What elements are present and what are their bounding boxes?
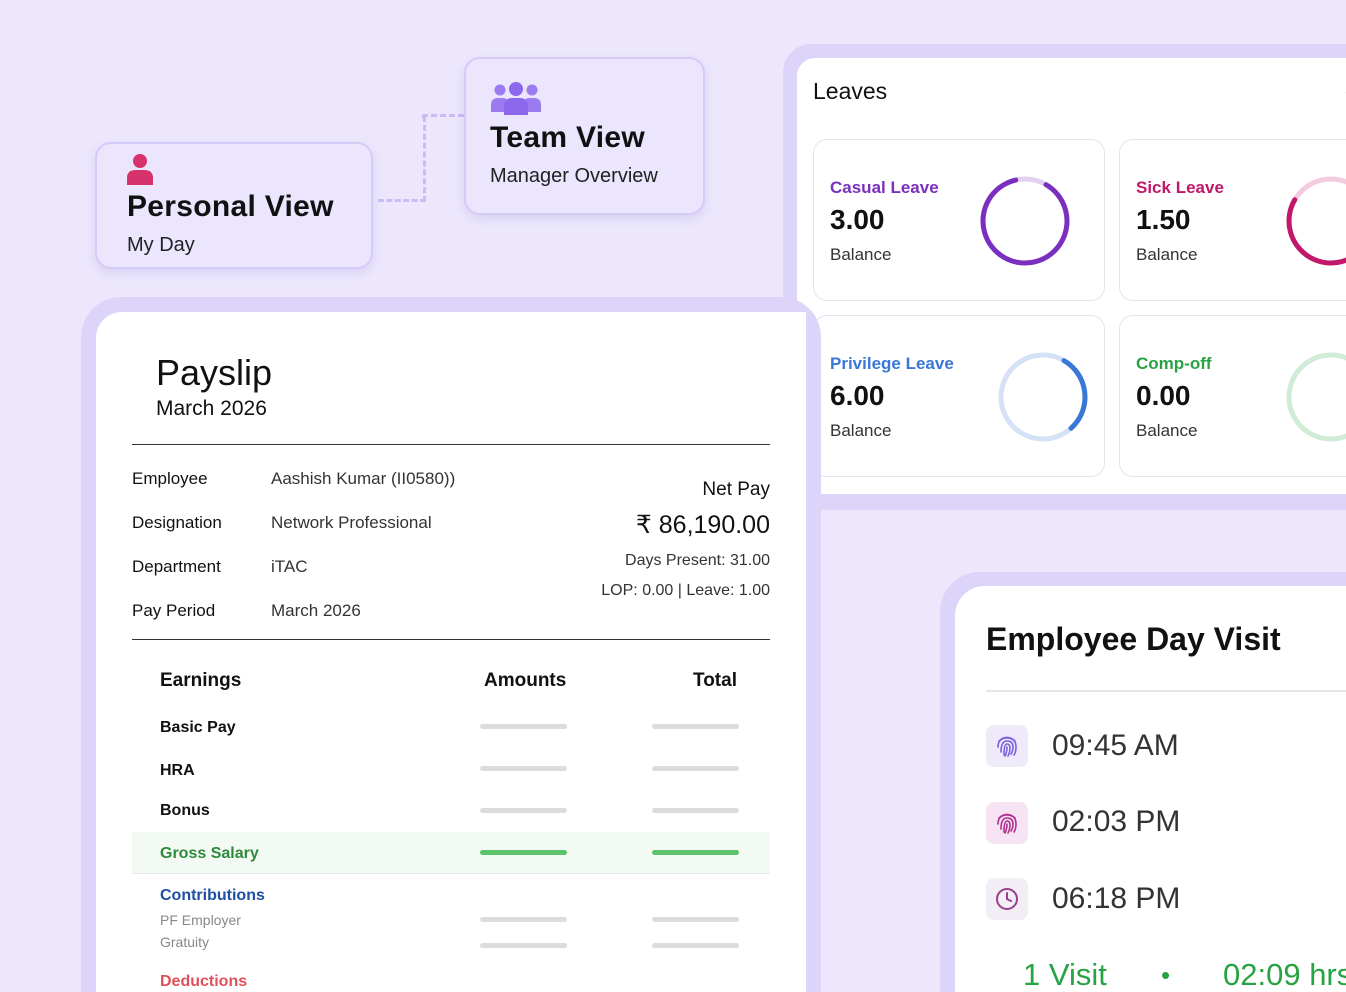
- info-value: March 2026: [271, 601, 361, 620]
- divider: [132, 639, 770, 640]
- deductions-title: Deductions: [160, 973, 248, 990]
- info-value: iTAC: [271, 557, 308, 576]
- earning-row-label: HRA: [160, 762, 195, 779]
- info-label: Department: [132, 557, 221, 576]
- column-earnings: Earnings: [160, 670, 242, 691]
- amount-placeholder: [480, 766, 567, 771]
- leave-name: Casual Leave: [830, 178, 939, 197]
- team-view-title: Team View: [490, 121, 645, 154]
- column-amounts: Amounts: [484, 670, 567, 691]
- visit-count: 1 Visit: [1023, 957, 1107, 992]
- earning-row-label: Bonus: [160, 802, 210, 819]
- personal-view-title: Personal View: [127, 190, 334, 223]
- info-value: Aashish Kumar (II0580)): [271, 469, 456, 488]
- gross-total-bar: [652, 850, 739, 855]
- leave-card-compoff[interactable]: Comp-off 0.00 Balance: [1119, 315, 1346, 477]
- summary-dot: •: [1161, 960, 1171, 990]
- leave-balance-label: Balance: [830, 245, 892, 264]
- leave-value: 0.00: [1136, 380, 1191, 411]
- fingerprint-icon: [986, 725, 1028, 767]
- amount-placeholder: [480, 943, 567, 948]
- view-connector: [378, 116, 426, 202]
- amount-placeholder: [480, 808, 567, 813]
- leave-name: Privilege Leave: [830, 354, 954, 373]
- leave-value: 6.00: [830, 380, 885, 411]
- total-placeholder: [652, 724, 739, 729]
- leave-progress-ring: [1286, 176, 1346, 266]
- leave-balance-label: Balance: [1136, 421, 1198, 440]
- contribution-item: Gratuity: [160, 934, 210, 950]
- contribution-item: PF Employer: [160, 912, 241, 928]
- person-icon: [127, 154, 153, 185]
- team-icon: [491, 82, 541, 115]
- earning-row-label: Basic Pay: [160, 719, 236, 736]
- personal-view-card[interactable]: Personal View My Day: [95, 142, 373, 269]
- visit-time: 09:45 AM: [1052, 729, 1179, 762]
- visit-hours: 02:09 hrs: [1223, 957, 1346, 992]
- leave-value: 1.50: [1136, 204, 1191, 235]
- total-placeholder: [652, 808, 739, 813]
- leaves-title: Leaves: [813, 78, 888, 104]
- leave-balance-label: Balance: [1136, 245, 1198, 264]
- visit-time: 06:18 PM: [1052, 882, 1181, 915]
- column-total: Total: [693, 670, 737, 691]
- total-placeholder: [652, 943, 739, 948]
- leave-balance-label: Balance: [830, 421, 892, 440]
- view-connector-mask: [378, 110, 422, 120]
- ring-track: [1286, 352, 1346, 442]
- leave-name: Sick Leave: [1136, 178, 1224, 197]
- ring-arc: [1286, 176, 1346, 266]
- info-label: Designation: [132, 513, 222, 532]
- leave-value: 3.00: [830, 204, 885, 235]
- payslip-month: March 2026: [156, 397, 267, 420]
- info-label: Pay Period: [132, 601, 216, 620]
- net-pay-label: Net Pay: [702, 479, 770, 500]
- amount-placeholder: [480, 724, 567, 729]
- leaves-chevron-icon[interactable]: ⌄: [1342, 80, 1346, 101]
- total-placeholder: [652, 917, 739, 922]
- visit-title: Employee Day Visit: [986, 621, 1281, 657]
- net-pay-amount: ₹ 86,190.00: [635, 511, 770, 539]
- total-placeholder: [652, 766, 739, 771]
- visit-panel: Employee Day Visit 09:45 AM 02:03 PM 06:…: [955, 586, 1346, 992]
- gross-salary-label: Gross Salary: [160, 845, 259, 862]
- divider: [986, 690, 1346, 692]
- visit-time: 02:03 PM: [1052, 805, 1181, 838]
- team-view-card[interactable]: Team View Manager Overview: [464, 57, 705, 215]
- leave-progress-ring: [998, 352, 1088, 442]
- personal-view-subtitle: My Day: [127, 234, 195, 256]
- leave-progress-ring: [1286, 352, 1346, 442]
- leave-card-casual[interactable]: Casual Leave 3.00 Balance: [813, 139, 1105, 301]
- amount-placeholder: [480, 917, 567, 922]
- lop-leave: LOP: 0.00 | Leave: 1.00: [601, 582, 770, 599]
- leave-name: Comp-off: [1136, 354, 1212, 373]
- info-label: Employee: [132, 469, 208, 488]
- leave-card-privilege[interactable]: Privilege Leave 6.00 Balance: [813, 315, 1105, 477]
- fingerprint-icon: [986, 802, 1028, 844]
- leave-progress-ring: [980, 176, 1070, 266]
- leave-card-sick[interactable]: Sick Leave 1.50 Balance: [1119, 139, 1346, 301]
- payslip-title: Payslip: [156, 352, 273, 393]
- clock-icon: [986, 878, 1028, 920]
- divider: [132, 444, 770, 445]
- payslip-panel: Payslip March 2026 Employee Aashish Kuma…: [96, 312, 806, 992]
- view-connector-top: [422, 114, 464, 117]
- team-view-subtitle: Manager Overview: [490, 165, 658, 187]
- ring-arc: [998, 352, 1088, 442]
- ring-arc: [980, 176, 1070, 266]
- gross-amount-bar: [480, 850, 567, 855]
- info-value: Network Professional: [271, 513, 432, 532]
- days-present: Days Present: 31.00: [625, 552, 770, 569]
- contributions-title: Contributions: [160, 887, 265, 904]
